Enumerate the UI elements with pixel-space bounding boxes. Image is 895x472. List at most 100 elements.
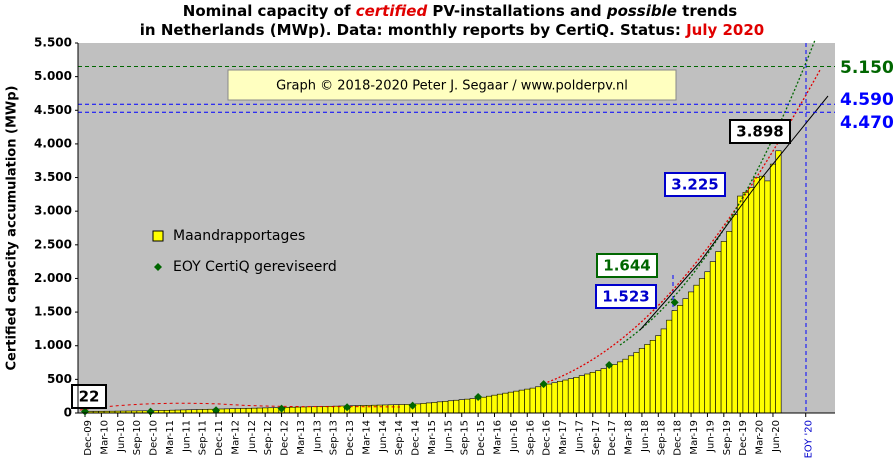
bar <box>234 408 241 414</box>
x-tick-label: Mar-14 <box>361 420 372 455</box>
y-tick-label: 5.000 <box>34 69 72 83</box>
y-tick-label: 1.000 <box>34 338 72 352</box>
reference-label: 5.150 <box>840 58 894 78</box>
x-tick-label: Mar-17 <box>558 420 569 455</box>
reference-label: 4.590 <box>840 90 894 110</box>
eoy-point <box>539 380 548 389</box>
bar <box>688 291 695 414</box>
bar <box>589 371 596 414</box>
bar <box>491 394 498 414</box>
annotation: 3.225 <box>671 176 718 194</box>
bar <box>638 348 645 414</box>
bar <box>556 381 564 414</box>
bar <box>720 241 727 414</box>
reference-label: 4.470 <box>840 113 894 133</box>
x-tick-label: Sep-11 <box>198 420 209 455</box>
bar <box>196 409 203 414</box>
x-tick-label: Jun-13 <box>312 420 323 453</box>
bar <box>764 180 771 414</box>
x-tick-label: Jun-20 <box>771 420 782 453</box>
eoy-point <box>81 407 89 416</box>
eoy-point <box>277 404 286 413</box>
annotation-box <box>71 384 107 409</box>
x-tick-label: Sep-17 <box>591 420 602 455</box>
bar <box>502 392 509 414</box>
bar <box>322 406 329 414</box>
bar <box>240 408 247 414</box>
bar <box>535 386 542 414</box>
bar <box>420 403 427 414</box>
bar <box>726 231 733 414</box>
bar <box>649 340 656 414</box>
bar <box>376 404 383 414</box>
x-tick-label: EOY '20 <box>804 420 815 458</box>
x-tick-label: Mar-19 <box>689 420 700 455</box>
bar <box>458 399 465 414</box>
bar <box>464 398 471 414</box>
bar <box>387 404 394 414</box>
bar <box>207 408 214 414</box>
y-tick-label: 5.500 <box>34 36 72 50</box>
annotation-box <box>595 284 657 309</box>
x-tick-label: Mar-10 <box>99 420 110 455</box>
annotation-box <box>729 119 791 144</box>
x-tick-label: Jun-11 <box>181 420 192 453</box>
x-tick-label: Dec-16 <box>542 420 553 456</box>
bar <box>633 352 640 414</box>
eoy-point <box>212 406 221 415</box>
bar <box>393 404 400 414</box>
bar <box>311 406 318 414</box>
annotation: 22 <box>79 388 100 406</box>
bar <box>305 406 312 414</box>
bar <box>671 310 678 414</box>
bar <box>753 177 760 414</box>
eoy-point <box>670 298 679 307</box>
bar <box>682 298 689 414</box>
bar <box>447 400 454 414</box>
y-tick-label: 1.500 <box>34 305 72 319</box>
bar <box>486 395 493 414</box>
x-tick-label: Sep-12 <box>263 420 274 455</box>
x-tick-label: Sep-19 <box>722 420 733 455</box>
x-tick-label: Jun-15 <box>443 420 454 453</box>
y-tick-label: 4.500 <box>34 103 72 117</box>
bar <box>524 388 531 414</box>
legend-label: Maandrapportages <box>173 228 305 244</box>
x-tick-label: Mar-20 <box>755 420 766 455</box>
bar <box>442 400 449 414</box>
eoy-point <box>146 407 155 416</box>
eoy-point <box>343 403 352 412</box>
bar <box>294 406 301 414</box>
y-tick-label: 500 <box>47 372 72 386</box>
bar <box>677 305 684 414</box>
bar <box>578 375 585 414</box>
x-tick-label: Mar-16 <box>493 420 504 455</box>
x-tick-label: Dec-15 <box>476 420 487 456</box>
x-tick-label: Mar-12 <box>230 420 241 455</box>
trend-line <box>639 95 829 331</box>
bar <box>453 399 460 414</box>
bar <box>256 407 263 414</box>
annotation: 3.898 <box>736 123 783 141</box>
bar <box>606 366 613 414</box>
legend-swatch <box>152 230 164 242</box>
bar <box>518 389 525 414</box>
bar <box>191 409 198 414</box>
x-tick-label: Dec-11 <box>214 420 225 456</box>
bar <box>775 150 782 414</box>
bar <box>436 401 443 414</box>
bar <box>611 364 618 414</box>
x-tick-label: Jun-12 <box>247 420 258 453</box>
bar <box>289 406 296 414</box>
bar <box>644 344 651 414</box>
x-tick-label: Sep-16 <box>525 420 536 455</box>
credit: Graph © 2018-2020 Peter J. Segaar / www.… <box>276 79 628 94</box>
bar <box>709 261 716 414</box>
bar <box>267 407 274 414</box>
y-tick-label: 2.500 <box>34 237 72 251</box>
bar <box>742 192 749 414</box>
x-tick-label: Dec-19 <box>738 420 749 456</box>
bar <box>469 398 476 414</box>
bar <box>737 195 744 414</box>
